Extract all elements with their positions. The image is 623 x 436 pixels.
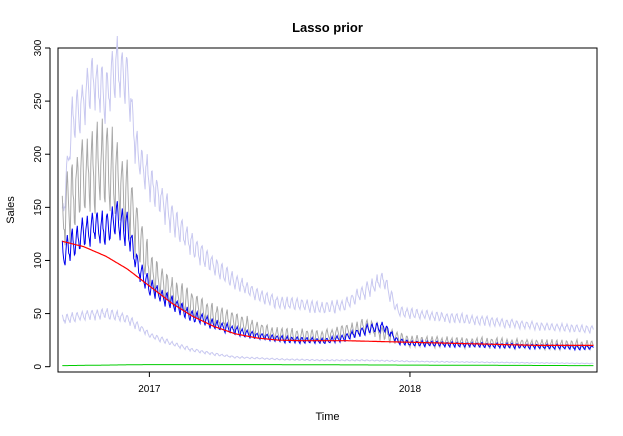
y-tick-label: 0 [33,363,44,369]
y-tick-label: 200 [33,145,44,162]
x-axis-label: Time [315,411,339,423]
lower-interval-series-line [61,307,594,365]
y-tick-label: 100 [33,252,44,269]
upper-interval-series-line [61,35,594,334]
fitted-series-line [61,201,594,352]
y-axis-label: Sales [5,196,17,224]
trend-series-line [62,240,594,346]
x-axis: 2017 2018 [138,372,422,395]
y-tick-label: 300 [33,39,44,56]
y-tick-label: 50 [33,308,44,320]
y-tick-label: 250 [33,92,44,109]
chart-title: Lasso prior [292,20,363,35]
plot-area-frame [57,47,598,373]
y-axis: 0 50 100 150 200 250 300 [33,39,51,369]
x-tick-label: 2018 [399,384,422,395]
y-tick-label: 150 [33,199,44,216]
baseline-series-line [62,364,594,367]
x-tick-label: 2017 [138,384,161,395]
series-layer [61,35,594,367]
observed-series-line [61,118,594,352]
